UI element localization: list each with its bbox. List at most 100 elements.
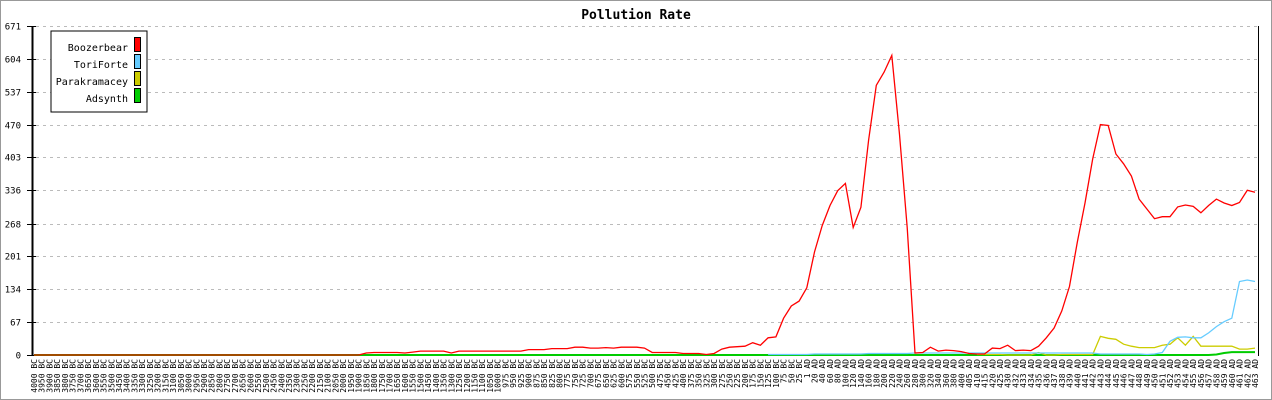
x-tick-label: 175 BC: [749, 359, 758, 388]
x-tick-label: 20 AD: [811, 359, 820, 383]
x-tick-label: 3600 BC: [92, 359, 101, 393]
series-line-boozerbear: [34, 52, 1256, 356]
x-tick-label: 220 AD: [888, 359, 897, 388]
x-tick-label: 2400 BC: [277, 359, 286, 393]
x-tick-label: 300 BC: [710, 359, 719, 388]
x-tick-label: 260 AD: [903, 359, 912, 388]
x-tick-label: 1700 BC: [385, 359, 394, 393]
x-tick-label: 2150 BC: [316, 359, 325, 393]
x-tick-label: 3500 BC: [107, 359, 116, 393]
x-tick-label: 3650 BC: [84, 359, 93, 393]
x-tick-label: 925 BC: [517, 359, 526, 388]
x-tick-label: 462 AD: [1243, 359, 1252, 388]
x-tick-label: 446 AD: [1120, 359, 1129, 388]
x-tick-label: 456 AD: [1197, 359, 1206, 388]
x-tick-label: 280 AD: [911, 359, 920, 388]
x-tick-label: 3950 BC: [38, 359, 47, 393]
x-tick-label: 625 BC: [610, 359, 619, 388]
x-tick-label: 1900 BC: [355, 359, 364, 393]
x-tick-label: 451 AD: [1158, 359, 1167, 388]
x-tick-label: 250 BC: [726, 359, 735, 388]
x-tick-label: 75 BC: [780, 359, 789, 383]
x-tick-label: 120 AD: [849, 359, 858, 388]
x-tick-label: 1200 BC: [463, 359, 472, 393]
x-tick-label: 430 AD: [1004, 359, 1013, 388]
x-tick-label: 125 BC: [764, 359, 773, 388]
x-tick-label: 300 AD: [919, 359, 928, 388]
x-tick-label: 1550 BC: [409, 359, 418, 393]
x-tick-label: 400 AD: [957, 359, 966, 388]
x-tick-label: 435 AD: [1035, 359, 1044, 388]
x-tick-label: 950 BC: [509, 359, 518, 388]
x-tick-label: 825 BC: [548, 359, 557, 388]
x-tick-label: 3300 BC: [138, 359, 147, 393]
x-tick-label: 439 AD: [1066, 359, 1075, 388]
x-tick-label: 2500 BC: [262, 359, 271, 393]
x-tick-label: 434 AD: [1027, 359, 1036, 388]
x-tick-label: 460 AD: [1228, 359, 1237, 388]
legend-label: Parakramacey: [56, 77, 128, 88]
x-tick-label: 380 AD: [950, 359, 959, 388]
x-tick-label: 449 AD: [1143, 359, 1152, 388]
x-tick-label: 433 AD: [1019, 359, 1028, 388]
x-tick-label: 340 AD: [934, 359, 943, 388]
x-tick-label: 1 AD: [803, 359, 812, 378]
x-tick-label: 1150 BC: [470, 359, 479, 393]
x-tick-label: 432 AD: [1011, 359, 1020, 388]
x-tick-label: 900 BC: [525, 359, 534, 388]
x-tick-label: 3800 BC: [61, 359, 70, 393]
x-tick-label: 2200 BC: [308, 359, 317, 393]
x-tick-label: 750 BC: [571, 359, 580, 388]
x-tick-label: 1450 BC: [424, 359, 433, 393]
x-tick-label: 40 AD: [818, 359, 827, 383]
x-tick-label: 475 BC: [656, 359, 665, 388]
x-tick-label: 25 BC: [795, 359, 804, 383]
x-tick-label: 3450 BC: [115, 359, 124, 393]
x-tick-label: 1850 BC: [362, 359, 371, 393]
x-tick-label: 444 AD: [1104, 359, 1113, 388]
x-tick-label: 415 AD: [981, 359, 990, 388]
y-tick-label: 671: [5, 23, 21, 33]
x-tick-label: 4000 BC: [30, 359, 39, 393]
legend-swatch-parakramacey: [134, 71, 141, 86]
x-tick-label: 454 AD: [1181, 359, 1190, 388]
x-tick-label: 225 BC: [733, 359, 742, 388]
x-tick-label: 440 AD: [1073, 359, 1082, 388]
x-tick-label: 1750 BC: [378, 359, 387, 393]
x-tick-label: 325 BC: [702, 359, 711, 388]
x-tick-label: 450 BC: [664, 359, 673, 388]
x-tick-label: 1800 BC: [370, 359, 379, 393]
x-tick-label: 438 AD: [1058, 359, 1067, 388]
x-tick-label: 458 AD: [1212, 359, 1221, 388]
legend-label: Adsynth: [86, 94, 128, 105]
x-tick-label: 420 AD: [988, 359, 997, 388]
x-tick-label: 441 AD: [1081, 359, 1090, 388]
x-tick-label: 436 AD: [1042, 359, 1051, 388]
legend-box: [50, 30, 148, 113]
legend-label: ToriForte: [74, 60, 128, 71]
x-tick-label: 100 BC: [772, 359, 781, 388]
x-tick-label: 975 BC: [501, 359, 510, 388]
x-tick-label: 3250 BC: [146, 359, 155, 393]
x-tick-label: 3200 BC: [154, 359, 163, 393]
x-tick-label: 725 BC: [579, 359, 588, 388]
y-tick-label: 67: [10, 319, 21, 329]
x-tick-label: 200 BC: [741, 359, 750, 388]
x-tick-label: 500 BC: [648, 359, 657, 388]
x-tick-label: 550 BC: [633, 359, 642, 388]
x-tick-label: 675 BC: [594, 359, 603, 388]
y-tick-label: 604: [5, 56, 21, 66]
x-tick-label: 200 AD: [880, 359, 889, 388]
x-tick-label: 800 BC: [555, 359, 564, 388]
x-tick-label: 1400 BC: [432, 359, 441, 393]
x-tick-label: 3750 BC: [69, 359, 78, 393]
x-tick-label: 160 AD: [865, 359, 874, 388]
x-tick-label: 1500 BC: [416, 359, 425, 393]
x-tick-label: 3050 BC: [177, 359, 186, 393]
y-tick-label: 537: [5, 89, 21, 99]
legend-swatch-boozerbear: [134, 37, 141, 52]
x-tick-label: 3850 BC: [53, 359, 62, 393]
legend-swatch-toriforte: [134, 54, 141, 69]
x-tick-label: 1650 BC: [393, 359, 402, 393]
